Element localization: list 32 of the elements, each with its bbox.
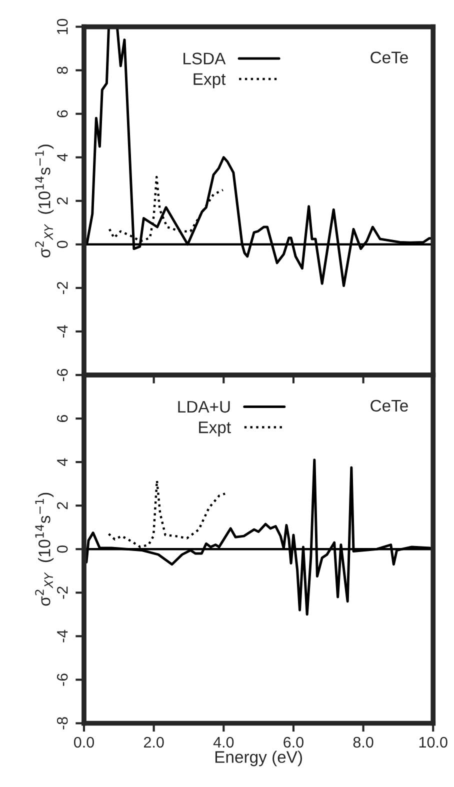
y-tick-label: -6: [56, 674, 68, 686]
x-tick-label: 2.0: [144, 736, 164, 748]
annotation: CeTe: [370, 52, 408, 64]
legend-label: LSDA: [184, 52, 226, 64]
y-tick-label: -6: [56, 368, 68, 382]
y-tick-label: 6: [56, 110, 68, 118]
y-tick-label: 6: [56, 414, 68, 422]
y-axis-title: σ$^{2}$$_{XY}$ (10$^{14}$s$^{−1}$): [35, 492, 54, 606]
y-tick-label: -2: [56, 282, 68, 294]
x-tick-label: 4.0: [213, 736, 234, 748]
y-tick-label: 10: [56, 18, 68, 34]
y-tick-label: -2: [56, 586, 68, 599]
x-tick-label: 8.0: [353, 736, 374, 748]
legend-label: Expt: [194, 73, 226, 88]
y-tick-label: 2: [56, 197, 68, 204]
y-axis-title: σ$^{2}$$_{XY}$ (10$^{14}$s$^{−1}$): [35, 144, 54, 258]
y-tick-label: -4: [57, 630, 68, 642]
annotation: CeTe: [370, 400, 408, 412]
x-tick-label: 6.0: [284, 736, 304, 748]
x-tick-label: 0.0: [74, 736, 94, 748]
y-tick-label: 4: [57, 458, 68, 466]
y-tick-label: 8: [56, 66, 68, 74]
y-tick-label: -8: [56, 717, 68, 730]
x-axis-title: Energy (eV): [215, 750, 302, 766]
x-tick-label: 10.0: [419, 736, 448, 748]
y-tick-label: 2: [56, 502, 68, 510]
y-tick-label: 0: [56, 240, 68, 248]
legend-label: Expt: [199, 422, 231, 437]
y-tick-label: 0: [56, 545, 68, 553]
legend-label: LDA+U: [178, 401, 230, 413]
y-tick-label: -4: [57, 325, 68, 338]
y-tick-label: 4: [57, 154, 68, 162]
